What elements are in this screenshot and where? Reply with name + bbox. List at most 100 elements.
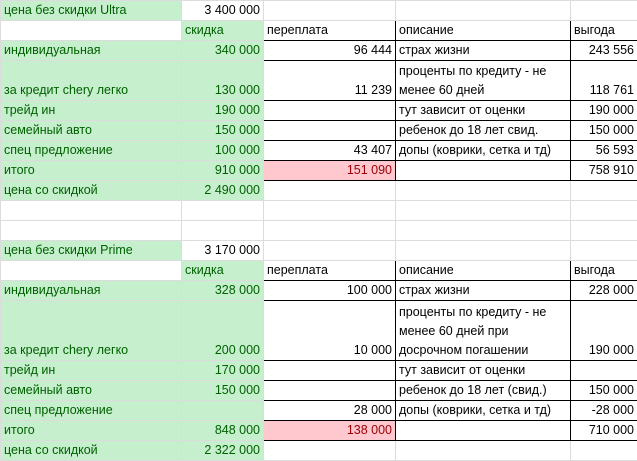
cell: цена со скидкой bbox=[0, 440, 182, 461]
cell: индивидуальная bbox=[0, 280, 182, 301]
cell: 138 000 bbox=[263, 420, 396, 441]
cell: 100 000 bbox=[181, 140, 264, 161]
cell: индивидуальная bbox=[0, 40, 182, 61]
cell bbox=[570, 0, 637, 21]
cell: 150 000 bbox=[181, 120, 264, 141]
cell: 190 000 bbox=[570, 100, 637, 121]
cell: выгода bbox=[570, 20, 637, 41]
cell: ребенок до 18 лет (свид.) bbox=[395, 380, 571, 401]
cell bbox=[263, 0, 396, 21]
cell: 130 000 bbox=[181, 60, 264, 101]
sheet-row: итого 910 000 151 090 758 910 bbox=[0, 160, 637, 181]
cell: спец предложение bbox=[0, 140, 182, 161]
sheet-row bbox=[0, 220, 637, 241]
sheet-row: спец предложение 100 000 43 407 допы (коври… bbox=[0, 140, 637, 161]
cell: 56 593 bbox=[570, 140, 637, 161]
cell: трейд ин bbox=[0, 100, 182, 121]
sheet-row: индивидуальная 340 000 96 444 страх жизни 24… bbox=[0, 40, 637, 61]
cell bbox=[263, 220, 396, 241]
cell: за кредит chery легко bbox=[0, 60, 182, 101]
sheet-row: трейд ин 190 000 тут зависит от оценки 190 … bbox=[0, 100, 637, 121]
cell: цена со скидкой bbox=[0, 180, 182, 201]
cell: семейный авто bbox=[0, 120, 182, 141]
cell: итого bbox=[0, 420, 182, 441]
cell: тут зависит от оценки bbox=[395, 360, 571, 381]
cell bbox=[395, 180, 571, 201]
cell: 2 490 000 bbox=[181, 180, 264, 201]
sheet-row: цена без скидки Ultra 3 400 000 bbox=[0, 0, 637, 21]
cell bbox=[0, 200, 182, 221]
cell: 10 000 bbox=[263, 300, 396, 361]
cell bbox=[570, 440, 637, 461]
cell: 243 556 bbox=[570, 40, 637, 61]
cell: 150 000 bbox=[570, 380, 637, 401]
cell: 3 400 000 bbox=[181, 0, 264, 21]
cell: описание bbox=[395, 260, 571, 281]
cell: 43 407 bbox=[263, 140, 396, 161]
sheet-row: спец предложение 28 000 допы (коврики, сет… bbox=[0, 400, 637, 421]
cell: семейный авто bbox=[0, 380, 182, 401]
cell bbox=[0, 220, 182, 241]
cell bbox=[263, 240, 396, 261]
sheet-row: за кредит chery легко 130 000 11 239 процен… bbox=[0, 60, 637, 101]
cell: 228 000 bbox=[570, 280, 637, 301]
cell: допы (коврики, сетка и тд) bbox=[395, 400, 571, 421]
cell bbox=[263, 440, 396, 461]
cell bbox=[395, 220, 571, 241]
sheet-row: трейд ин 170 000 тут зависит от оценки bbox=[0, 360, 637, 381]
cell bbox=[181, 220, 264, 241]
cell bbox=[395, 160, 571, 181]
cell bbox=[395, 240, 571, 261]
cell: тут зависит от оценки bbox=[395, 100, 571, 121]
cell: цена без скидки Ultra bbox=[0, 0, 182, 21]
cell: 328 000 bbox=[181, 280, 264, 301]
cell bbox=[395, 200, 571, 221]
cell: 2 322 000 bbox=[181, 440, 264, 461]
cell: за кредит chery легко bbox=[0, 300, 182, 361]
cell bbox=[263, 200, 396, 221]
cell: 3 170 000 bbox=[181, 240, 264, 261]
cell: цена без скидки Prime bbox=[0, 240, 182, 261]
cell bbox=[263, 120, 396, 141]
cell: 848 000 bbox=[181, 420, 264, 441]
cell bbox=[570, 180, 637, 201]
cell bbox=[181, 400, 264, 421]
cell bbox=[395, 440, 571, 461]
sheet-row: цена со скидкой 2 322 000 bbox=[0, 440, 637, 461]
cell: 910 000 bbox=[181, 160, 264, 181]
cell: 710 000 bbox=[570, 420, 637, 441]
cell: 96 444 bbox=[263, 40, 396, 61]
cell: скидка bbox=[181, 260, 264, 281]
cell bbox=[570, 360, 637, 381]
cell: 190 000 bbox=[181, 100, 264, 121]
cell: итого bbox=[0, 160, 182, 181]
cell: допы (коврики, сетка и тд) bbox=[395, 140, 571, 161]
cell bbox=[263, 360, 396, 381]
cell bbox=[263, 380, 396, 401]
cell bbox=[263, 180, 396, 201]
cell bbox=[181, 200, 264, 221]
cell: страх жизни bbox=[395, 40, 571, 61]
cell bbox=[570, 240, 637, 261]
sheet-row: цена со скидкой 2 490 000 bbox=[0, 180, 637, 201]
cell bbox=[0, 20, 182, 41]
sheet-row: скидка переплата описание выгода bbox=[0, 260, 637, 281]
cell: 28 000 bbox=[263, 400, 396, 421]
cell bbox=[395, 0, 571, 21]
cell bbox=[570, 220, 637, 241]
sheet-row: за кредит chery легко 200 000 10 000 процен… bbox=[0, 300, 637, 361]
cell: 11 239 bbox=[263, 60, 396, 101]
cell: трейд ин bbox=[0, 360, 182, 381]
sheet-row bbox=[0, 200, 637, 221]
cell bbox=[0, 260, 182, 281]
cell: переплата bbox=[263, 260, 396, 281]
cell: проценты по кредиту - не менее 60 дней п… bbox=[395, 300, 571, 361]
cell: спец предложение bbox=[0, 400, 182, 421]
cell: проценты по кредиту - не менее 60 дней bbox=[395, 60, 571, 101]
sheet-row: итого 848 000 138 000 710 000 bbox=[0, 420, 637, 441]
cell: 340 000 bbox=[181, 40, 264, 61]
cell bbox=[395, 420, 571, 441]
cell: 200 000 bbox=[181, 300, 264, 361]
